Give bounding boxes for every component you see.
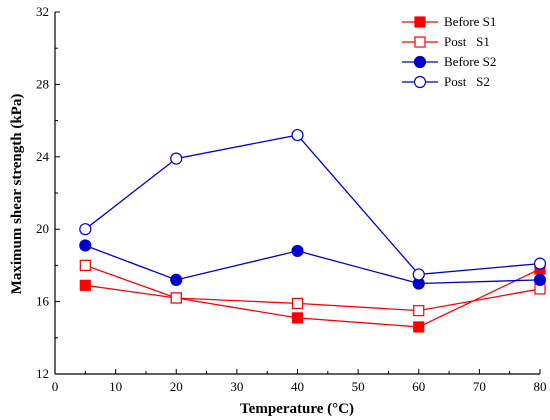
- data-point: [291, 244, 304, 258]
- y-axis-label: Maximum shear strength (kPa): [9, 94, 25, 295]
- axes: 0 10 20 30 40 50 60 70 80 12 16 20 24 28 32: [36, 4, 547, 394]
- series-2: [79, 259, 546, 317]
- x-axis-label: Temperature (°C): [240, 401, 354, 417]
- x-tick-label: 40: [291, 379, 304, 394]
- x-tick-label: 30: [230, 379, 243, 394]
- legend-marker: [413, 75, 427, 89]
- legend-label: Post S1: [444, 34, 490, 49]
- data-point: [533, 273, 547, 286]
- data-point: [413, 305, 425, 317]
- data-point: [170, 152, 183, 165]
- data-point: [291, 128, 304, 142]
- x-tick-label: 10: [109, 379, 122, 394]
- x-tick-label: 50: [352, 379, 365, 394]
- x-tick-label: 20: [170, 379, 183, 394]
- series-3: [79, 239, 547, 290]
- x-tick-label: 0: [52, 379, 59, 394]
- data-point: [170, 273, 183, 286]
- legend-item: Post S2: [402, 74, 490, 89]
- data-point: [413, 321, 425, 333]
- data-point: [79, 223, 92, 236]
- data-point: [79, 279, 91, 291]
- data-point: [412, 268, 425, 281]
- y-tick-label: 28: [36, 76, 49, 91]
- data-point: [79, 259, 91, 271]
- series-line: [84, 134, 541, 276]
- series-4: [79, 128, 547, 281]
- legend-marker: [414, 16, 426, 28]
- legend-item: Post S1: [402, 34, 490, 49]
- legend-label: Before S2: [444, 54, 496, 69]
- data-point: [291, 312, 304, 324]
- y-tick-label: 16: [36, 294, 50, 309]
- y-tick-label: 20: [36, 221, 49, 236]
- data-point: [170, 292, 182, 304]
- x-tick-label: 60: [412, 379, 425, 394]
- series-line: [85, 268, 541, 328]
- data-point: [533, 257, 547, 270]
- data-point: [291, 297, 304, 310]
- series-line: [85, 244, 541, 285]
- legend-item: Before S2: [402, 54, 496, 69]
- series-group: [79, 128, 547, 333]
- legend-marker: [413, 55, 427, 69]
- y-tick-label: 12: [36, 366, 49, 381]
- legend-item: Before S1: [402, 14, 496, 29]
- series-1: [79, 263, 546, 333]
- y-tick-label: 32: [36, 4, 49, 19]
- legend-marker: [414, 36, 426, 48]
- legend: Before S1 Post S1 Before S2 Post S2: [402, 14, 496, 89]
- x-tick-label: 70: [473, 379, 486, 394]
- legend-label: Post S2: [444, 74, 490, 89]
- legend-label: Before S1: [444, 14, 496, 29]
- data-point: [79, 239, 92, 252]
- series-line: [85, 264, 541, 312]
- y-tick-label: 24: [36, 149, 50, 164]
- x-tick-label: 80: [534, 379, 547, 394]
